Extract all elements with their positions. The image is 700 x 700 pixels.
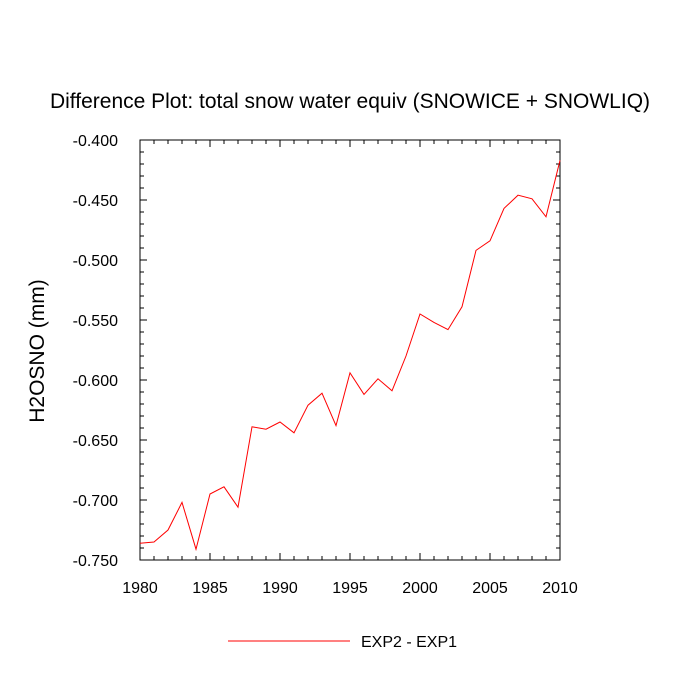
x-tick-label: 1980 [122, 580, 158, 597]
x-tick-label: 1990 [262, 580, 298, 597]
x-tick-label: 1995 [332, 580, 368, 597]
y-axis-label: H2OSNO (mm) [26, 279, 49, 423]
x-tick-label: 2010 [542, 580, 578, 597]
legend: EXP2 - EXP1 [228, 634, 457, 651]
y-tick-label: -0.400 [73, 133, 118, 150]
y-tick-label: -0.750 [73, 553, 118, 570]
y-tick-label: -0.550 [73, 313, 118, 330]
y-tick-label: -0.650 [73, 433, 118, 450]
axes: 1980 1985 1990 1995 2000 2005 2010 -0.400 -0.450… [73, 133, 578, 597]
plot-frame [139, 139, 561, 561]
x-tick-label: 1985 [192, 580, 228, 597]
y-tick-label: -0.500 [73, 253, 118, 270]
x-tick-label: 2000 [402, 580, 438, 597]
y-tick-label: -0.700 [73, 493, 118, 510]
series-line-exp2-exp1 [139, 160, 561, 552]
y-tick-label: -0.450 [73, 193, 118, 210]
legend-label-exp2-exp1: EXP2 - EXP1 [361, 634, 457, 651]
series-layer [139, 160, 561, 552]
x-tick-label: 2005 [472, 580, 508, 597]
chart-title: Difference Plot: total snow water equiv … [50, 90, 650, 113]
y-tick-label: -0.600 [73, 373, 118, 390]
